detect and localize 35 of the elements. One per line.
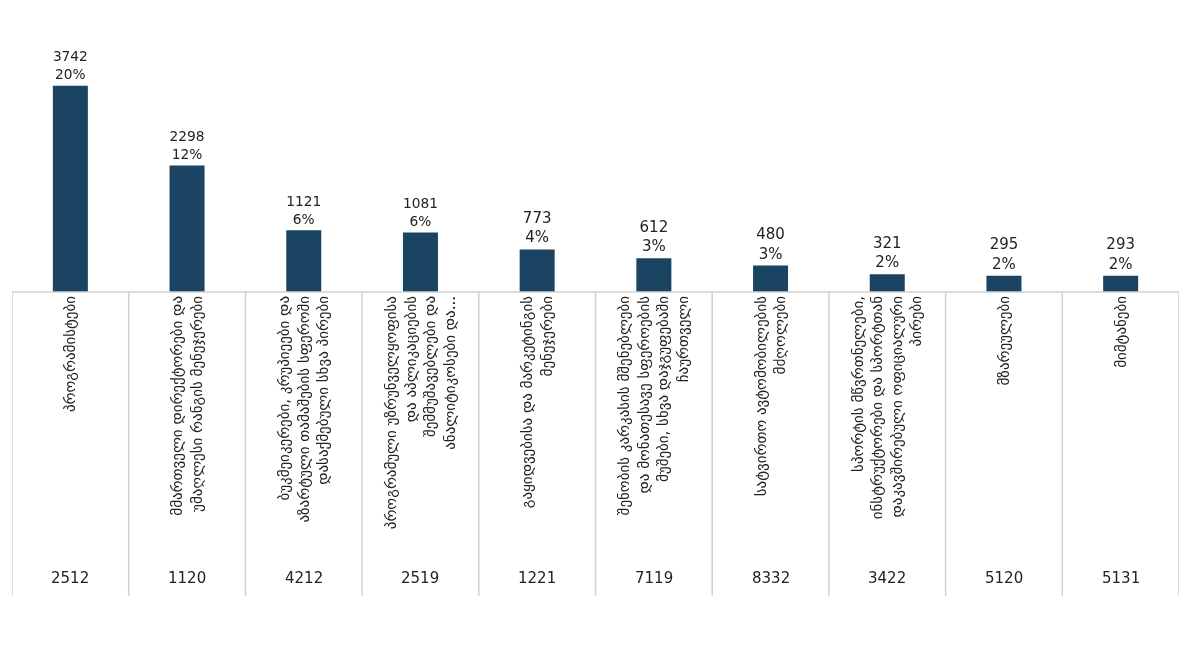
data-label: 3742 20%: [52, 48, 88, 83]
data-label: 1081 6%: [402, 194, 438, 229]
bar: [169, 165, 205, 292]
data-label: 612 3%: [639, 217, 669, 256]
data-label: 321 2%: [872, 233, 902, 272]
text: 4212: [285, 569, 324, 587]
text: 1221: [518, 569, 557, 587]
data-label: 1121 6%: [286, 192, 322, 227]
x-tick-label: მიმტანები: [1111, 295, 1130, 368]
bar: [286, 230, 322, 292]
data-label: 2298 12%: [169, 127, 205, 162]
data-label: 773 4%: [522, 208, 552, 247]
bar: [869, 274, 905, 292]
x-tick-label: პროგრამისტები: [61, 295, 80, 413]
bar: [402, 232, 438, 292]
data-label: 480 3%: [756, 225, 785, 263]
text: 2519: [401, 569, 440, 587]
x-tick-label: მზარეულები: [994, 295, 1013, 386]
bar: [1103, 275, 1139, 292]
text: 7119: [635, 569, 674, 587]
text: 1120: [168, 569, 207, 587]
data-label: 295 2%: [989, 235, 1019, 273]
text: 2512: [51, 569, 90, 587]
bar: [986, 275, 1022, 292]
x-tick-label: პროგრამული უზრუნველყოფისა და აპლიკაციების შემმუშავებლები და ანალიტიკოსები და...: [382, 295, 459, 530]
text: 3422: [868, 569, 907, 587]
bar: [636, 258, 672, 292]
bar: [519, 249, 555, 292]
x-tick-label: სპორტის მწვრთნელები, ინსტრუქტორები და სპორტთან დაკავშირებული ოფიციალური პირები: [848, 295, 926, 520]
bar: [753, 265, 789, 292]
data-label: 293 2%: [1106, 235, 1135, 273]
bar: [52, 85, 88, 292]
text: 5120: [985, 569, 1024, 587]
text: 5131: [1102, 569, 1141, 587]
text: 8332: [752, 569, 791, 587]
